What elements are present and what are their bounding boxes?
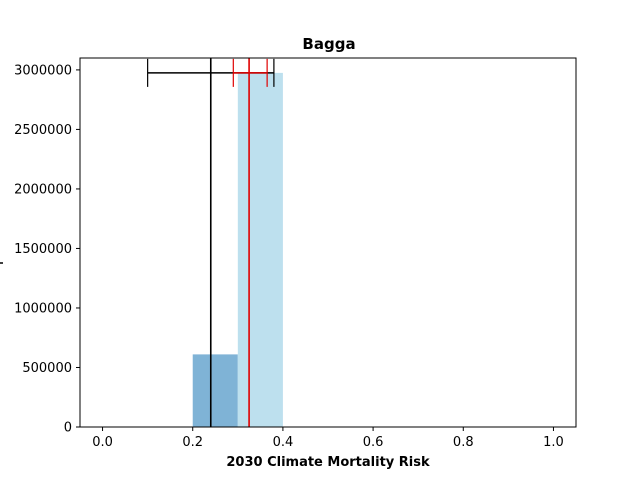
y-tick-label: 2000000	[14, 182, 72, 197]
x-tick-label: 0.8	[453, 435, 474, 450]
reference-lines-layer	[147, 58, 275, 427]
x-tick-label: 0.0	[92, 435, 113, 450]
y-tick-label: 500000	[22, 361, 72, 376]
y-tick-label: 1500000	[14, 242, 72, 257]
bars-layer	[192, 72, 374, 428]
x-axis-label: 2030 Climate Mortality Risk	[226, 455, 430, 470]
chart-title: Bagga	[302, 35, 355, 53]
x-tick-label: 0.6	[363, 435, 384, 450]
x-tick-label: 1.0	[543, 435, 564, 450]
y-tick-label: 2500000	[14, 123, 72, 138]
x-tick-label: 0.2	[182, 435, 203, 450]
y-tick-label: 0	[64, 421, 72, 436]
histogram-bar	[192, 354, 238, 427]
reference-line-group	[232, 58, 268, 427]
histogram-bar	[237, 72, 283, 428]
y-axis: 0 500000 1000000 1500000 2000000 2500000 30000…	[14, 63, 80, 436]
x-axis: 0.0 0.2 0.4 0.6 0.8 1.0	[92, 427, 564, 450]
x-tick-label: 0.4	[273, 435, 294, 450]
plot-frame	[79, 57, 577, 428]
y-tick-label: 1000000	[14, 301, 72, 316]
y-tick-label: 3000000	[14, 63, 72, 78]
